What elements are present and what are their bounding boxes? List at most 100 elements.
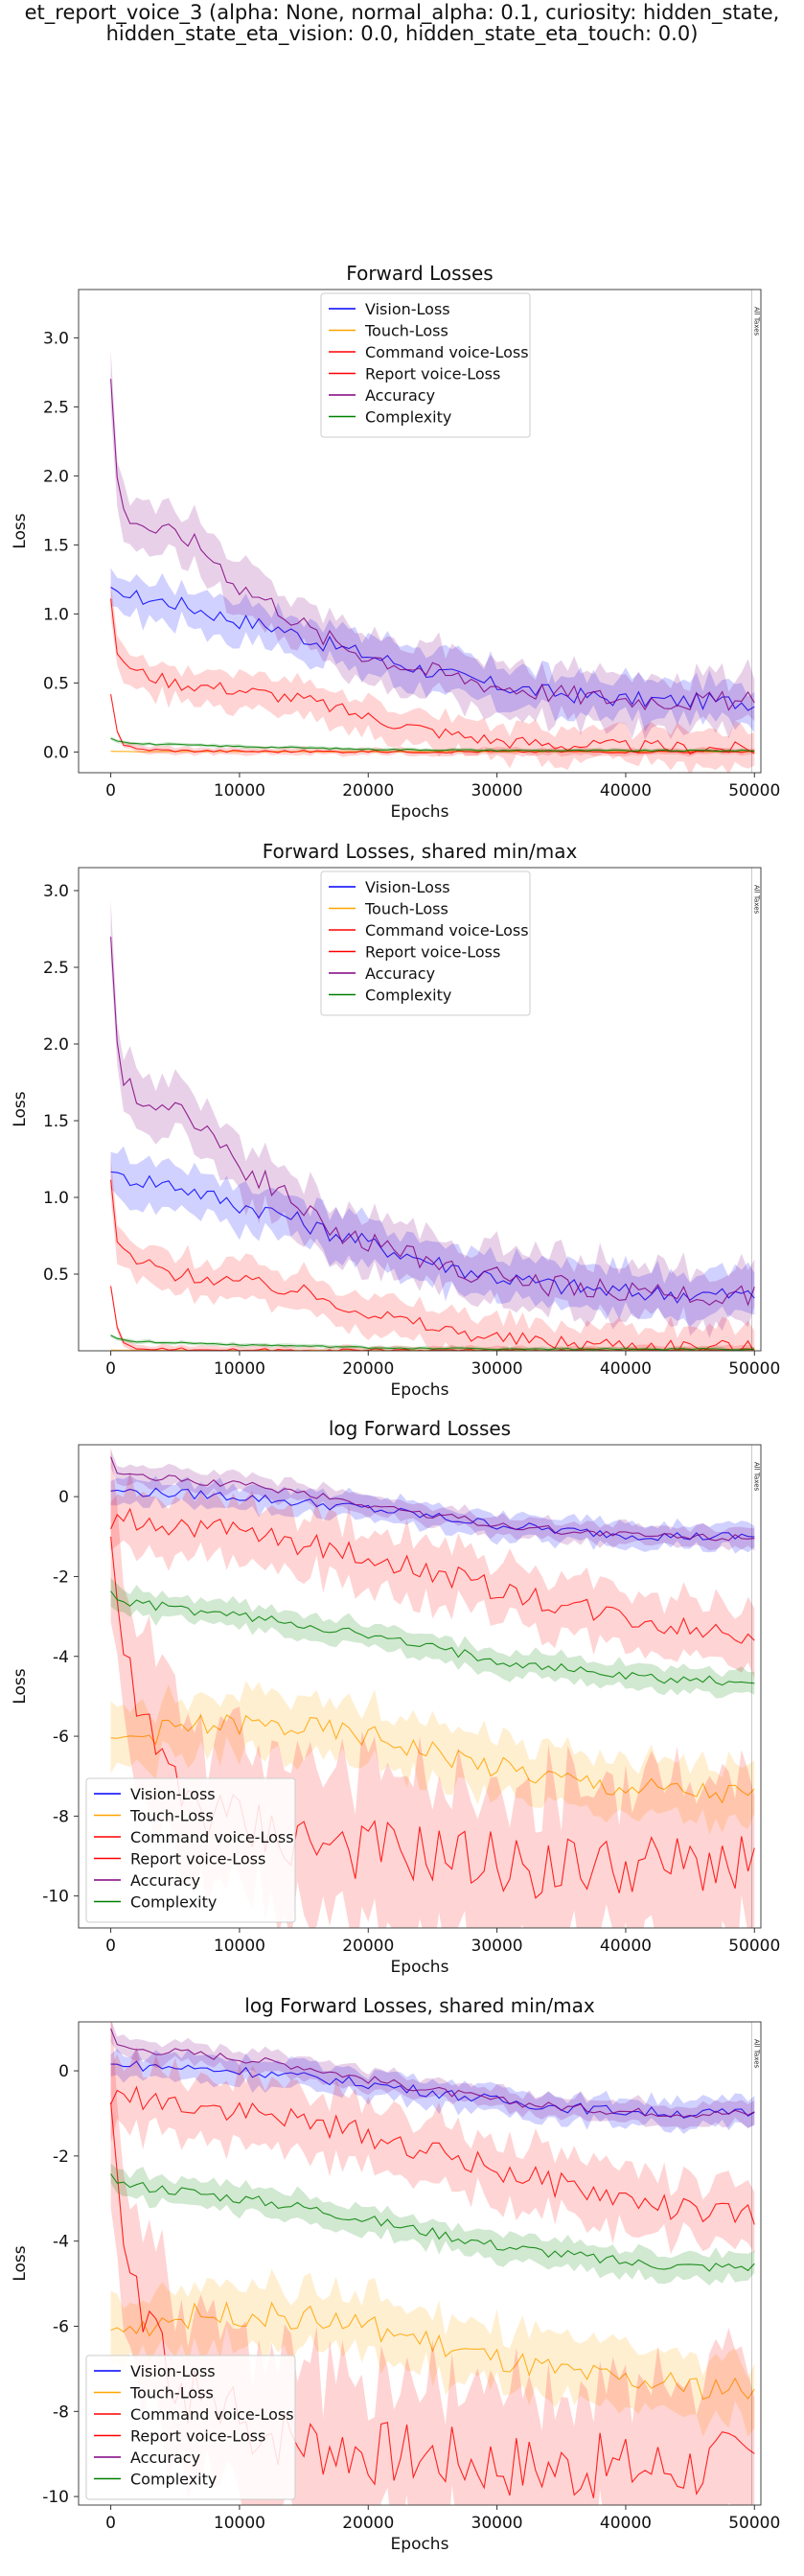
band-accuracy	[110, 1449, 755, 1551]
y-tick-label: 0	[58, 2062, 69, 2081]
legend-label-vision-loss: Vision-Loss	[130, 1785, 216, 1803]
x-tick-label: 20000	[342, 1937, 394, 1956]
legend-label-report-voice-loss: Report voice-Loss	[130, 1850, 265, 1868]
x-tick-label: 50000	[728, 2514, 780, 2533]
x-tick-label: 30000	[471, 1359, 523, 1379]
legend: Vision-Loss Touch-Loss Command voice-Loss R…	[320, 292, 531, 438]
series-line-complexity	[110, 2173, 755, 2272]
legend-label-touch-loss: Touch-Loss	[364, 900, 448, 918]
y-tick-label: 3.0	[43, 329, 69, 348]
x-tick-label: 40000	[600, 2514, 652, 2533]
series-line-vision-loss	[110, 1171, 755, 1304]
suptitle-line-1: et_report_voice_3 (alpha: None, normal_a…	[24, 1, 780, 24]
series-line-touch-loss	[110, 751, 755, 753]
chart-title: Forward Losses, shared min/max	[263, 840, 578, 863]
legend-label-complexity: Complexity	[365, 986, 451, 1005]
band-complexity	[110, 736, 755, 754]
x-axis-label: Epochs	[391, 1958, 449, 1977]
band-touch-loss	[110, 1681, 755, 1835]
legend-label-report-voice-loss: Report voice-Loss	[365, 943, 500, 962]
legend-label-command-voice-loss: Command voice-Loss	[365, 343, 529, 361]
series-line-complexity	[110, 1590, 755, 1686]
y-tick-label: -8	[53, 1807, 69, 1826]
series-line-vision-loss	[110, 2060, 755, 2119]
chart-title: log Forward Losses	[329, 1417, 511, 1440]
x-tick-label: 40000	[600, 1937, 652, 1956]
legend-label-vision-loss: Vision-Loss	[130, 2362, 216, 2380]
x-tick-label: 40000	[600, 1359, 652, 1379]
x-axis-label: Epochs	[391, 802, 449, 822]
x-tick-label: 0	[105, 781, 116, 801]
x-tick-label: 10000	[214, 1359, 265, 1379]
y-tick-label: 2.5	[43, 398, 69, 417]
band-touch-loss	[110, 2268, 755, 2437]
y-tick-label: -2	[53, 2147, 69, 2167]
x-tick-label: 0	[105, 2514, 116, 2533]
series-line-accuracy	[110, 1456, 755, 1542]
band-command-voice-loss	[110, 582, 755, 773]
legend: Vision-Loss Touch-Loss Command voice-Loss R…	[85, 1777, 296, 1923]
x-axis-label: Epochs	[391, 1381, 449, 1400]
series-line-report-voice-loss	[110, 694, 755, 754]
series-line-vision-loss	[110, 1487, 755, 1542]
plot-area	[110, 349, 755, 773]
series-line-report-voice-loss	[110, 1286, 755, 1351]
y-tick-label: -6	[53, 1728, 69, 1747]
legend: Vision-Loss Touch-Loss Command voice-Loss R…	[320, 870, 531, 1016]
band-command-voice-loss	[110, 1155, 755, 1351]
y-tick-label: 1.0	[43, 605, 69, 624]
y-tick-label: -4	[53, 2233, 69, 2252]
band-accuracy	[110, 2022, 755, 2130]
y-tick-label: 2.5	[43, 959, 69, 978]
legend-label-report-voice-loss: Report voice-Loss	[365, 365, 500, 383]
legend-label-command-voice-loss: Command voice-Loss	[365, 921, 529, 940]
legend-label-accuracy: Accuracy	[130, 2448, 200, 2467]
y-tick-label: 0.5	[43, 1265, 69, 1285]
y-tick-label: -10	[42, 1888, 69, 1907]
legend-label-report-voice-loss: Report voice-Loss	[130, 2427, 265, 2446]
y-tick-label: -6	[53, 2317, 69, 2336]
figure-suptitle: et_report_voice_3 (alpha: None, normal_a…	[0, 2, 804, 44]
chart-panel-log-forward-losses-shared: log Forward Losses, shared min/max All Ta…	[11, 1994, 780, 2554]
marker-annotation: All Taxes	[753, 1462, 761, 1492]
plot-frame	[78, 289, 762, 774]
x-tick-label: 50000	[728, 1937, 780, 1956]
legend-label-complexity: Complexity	[365, 408, 451, 427]
legend-label-accuracy: Accuracy	[365, 386, 435, 405]
y-axis-label: Loss	[11, 513, 30, 548]
y-tick-label: -8	[53, 2402, 69, 2422]
legend: Vision-Loss Touch-Loss Command voice-Loss R…	[85, 2355, 296, 2500]
y-tick-label: -2	[53, 1567, 69, 1587]
band-complexity	[110, 2163, 755, 2286]
x-tick-label: 20000	[342, 1359, 394, 1379]
legend-label-complexity: Complexity	[130, 2471, 217, 2489]
y-axis-label: Loss	[11, 1091, 30, 1126]
chart-panel-log-forward-losses: log Forward Losses All Taxes 0 10000 20000 30…	[11, 1417, 780, 1977]
legend-box	[320, 870, 531, 1016]
legend-label-touch-loss: Touch-Loss	[364, 322, 448, 340]
band-vision-loss	[110, 1474, 755, 1554]
legend-label-accuracy: Accuracy	[130, 1871, 200, 1890]
marker-annotation: All Taxes	[753, 307, 761, 337]
band-vision-loss	[110, 1146, 755, 1327]
chart-title: Forward Losses	[346, 262, 493, 285]
y-tick-label: -4	[53, 1648, 69, 1667]
chart-panel-forward-losses: Forward Losses All Taxes 0 10000 20000 30000 4…	[11, 262, 780, 822]
legend-box	[320, 292, 531, 438]
band-accuracy	[110, 349, 755, 740]
x-tick-label: 40000	[600, 781, 652, 801]
series-line-complexity	[110, 1334, 755, 1351]
x-tick-label: 10000	[214, 781, 265, 801]
x-tick-label: 50000	[728, 781, 780, 801]
series-line-touch-loss	[110, 2301, 755, 2401]
legend-label-vision-loss: Vision-Loss	[365, 300, 450, 318]
series-line-command-voice-loss	[110, 2085, 755, 2225]
series-line-accuracy	[110, 937, 755, 1307]
y-tick-label: 0	[58, 1488, 69, 1507]
x-tick-label: 30000	[471, 2514, 523, 2533]
legend-label-command-voice-loss: Command voice-Loss	[130, 2405, 294, 2424]
y-tick-label: 0.5	[43, 674, 69, 693]
plot-frame	[78, 2021, 762, 2506]
plot-area	[110, 900, 755, 1351]
y-axis-label: Loss	[11, 1668, 30, 1704]
